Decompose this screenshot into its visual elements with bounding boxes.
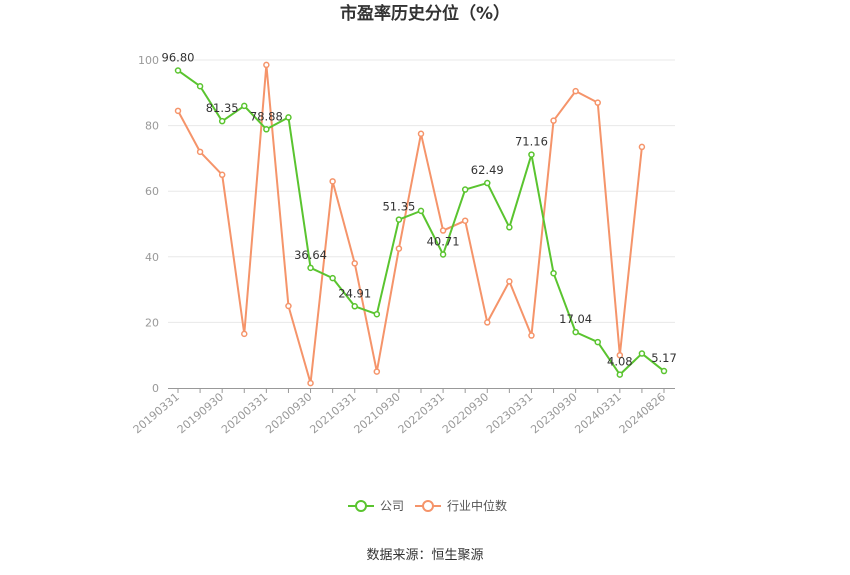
data-point[interactable] (395, 216, 403, 223)
grid (168, 59, 675, 323)
data-point[interactable] (307, 379, 314, 387)
x-tick-label: 20210331 (307, 390, 358, 436)
data-label: 62.49 (471, 163, 504, 177)
data-source: 数据来源：恒生聚源 (366, 548, 483, 563)
data-point[interactable] (218, 171, 226, 179)
data-point[interactable] (218, 117, 226, 125)
x-tick-label: 20230930 (528, 390, 579, 436)
x-tick-label: 20230331 (484, 390, 535, 436)
data-point[interactable] (373, 310, 381, 318)
data-point[interactable] (572, 87, 579, 95)
x-tick-label: 20210930 (352, 390, 403, 436)
data-point[interactable] (285, 114, 292, 121)
x-tick-label: 20220331 (396, 390, 447, 436)
legend-item-company[interactable]: 公司 (348, 499, 404, 513)
data-point[interactable] (329, 178, 336, 185)
data-point[interactable] (550, 269, 557, 277)
data-point[interactable] (439, 227, 447, 234)
y-tick-label: 0 (152, 382, 159, 395)
data-point[interactable] (616, 351, 624, 359)
y-axis: 0 20 40 60 80 100 (138, 54, 159, 395)
data-point[interactable] (263, 61, 270, 69)
data-label: 5.17 (651, 351, 677, 365)
data-point[interactable] (439, 251, 447, 258)
data-point[interactable] (461, 186, 469, 193)
data-point[interactable] (196, 82, 204, 90)
x-tick-label: 20190331 (131, 390, 182, 436)
data-point[interactable] (351, 303, 358, 310)
x-tick-label: 20220930 (440, 390, 491, 436)
data-point[interactable] (616, 371, 624, 378)
data-point[interactable] (461, 217, 469, 224)
x-axis: 2019033120190930202003312020093020210331… (131, 388, 675, 436)
data-point[interactable] (594, 99, 601, 106)
legend-company-label: 公司 (380, 499, 404, 513)
data-label: 78.88 (250, 109, 283, 123)
y-tick-label: 100 (138, 54, 159, 67)
legend-industry-marker (422, 500, 434, 512)
data-point[interactable] (484, 319, 491, 326)
data-label: 36.64 (294, 248, 327, 262)
data-label: 4.08 (607, 355, 633, 369)
data-point[interactable] (329, 274, 336, 282)
legend-company-marker (355, 500, 367, 512)
data-point[interactable] (572, 328, 579, 336)
plot-area: 96.80 81.35 78.88 36.64 24.91 51.35 40.71 62.49… (162, 50, 677, 387)
x-tick-label: 20240826 (617, 390, 668, 436)
data-point[interactable] (660, 367, 668, 375)
data-label: 96.80 (162, 50, 195, 64)
data-label: 40.71 (427, 234, 460, 248)
legend-industry-label: 行业中位数 (447, 498, 507, 513)
series-line (177, 63, 643, 385)
data-point[interactable] (528, 332, 535, 339)
data-point[interactable] (638, 143, 646, 151)
data-label: 51.35 (382, 200, 415, 214)
data-point[interactable] (506, 278, 513, 285)
data-point[interactable] (417, 207, 425, 215)
data-label: 24.91 (338, 286, 371, 300)
data-point[interactable] (196, 148, 204, 156)
y-tick-label: 40 (145, 251, 159, 264)
data-point[interactable] (550, 117, 557, 124)
data-point[interactable] (241, 330, 248, 338)
x-tick-label: 20190930 (175, 390, 226, 436)
y-tick-label: 80 (145, 120, 159, 133)
data-point[interactable] (484, 179, 491, 187)
legend-item-industry-median[interactable]: 行业中位数 (415, 498, 507, 513)
data-point[interactable] (417, 130, 425, 138)
y-tick-label: 60 (145, 185, 159, 198)
data-point[interactable] (351, 260, 358, 267)
data-label: 17.04 (559, 312, 592, 326)
data-point[interactable] (528, 151, 535, 158)
data-point[interactable] (506, 224, 513, 231)
x-tick-label: 20240331 (572, 390, 623, 436)
data-point[interactable] (174, 67, 182, 74)
data-point[interactable] (263, 126, 270, 133)
data-label: 71.16 (515, 135, 548, 149)
x-tick-label: 20200930 (263, 390, 314, 436)
legend[interactable]: 公司 行业中位数 (348, 498, 507, 513)
series-company: 96.80 81.35 78.88 36.64 24.91 51.35 40.71 62.49… (162, 50, 677, 378)
data-point[interactable] (594, 338, 601, 346)
data-point[interactable] (241, 102, 248, 110)
data-point[interactable] (395, 245, 403, 252)
data-point[interactable] (307, 264, 314, 272)
y-tick-label: 20 (145, 316, 159, 329)
data-point[interactable] (373, 368, 381, 375)
data-label: 81.35 (206, 101, 239, 115)
data-point[interactable] (174, 107, 182, 115)
data-point[interactable] (285, 302, 292, 310)
chart-title: 市盈率历史分位（%） (340, 3, 510, 24)
data-point[interactable] (638, 350, 646, 357)
x-tick-label: 20200331 (219, 390, 270, 436)
series-industry-median (174, 61, 646, 387)
